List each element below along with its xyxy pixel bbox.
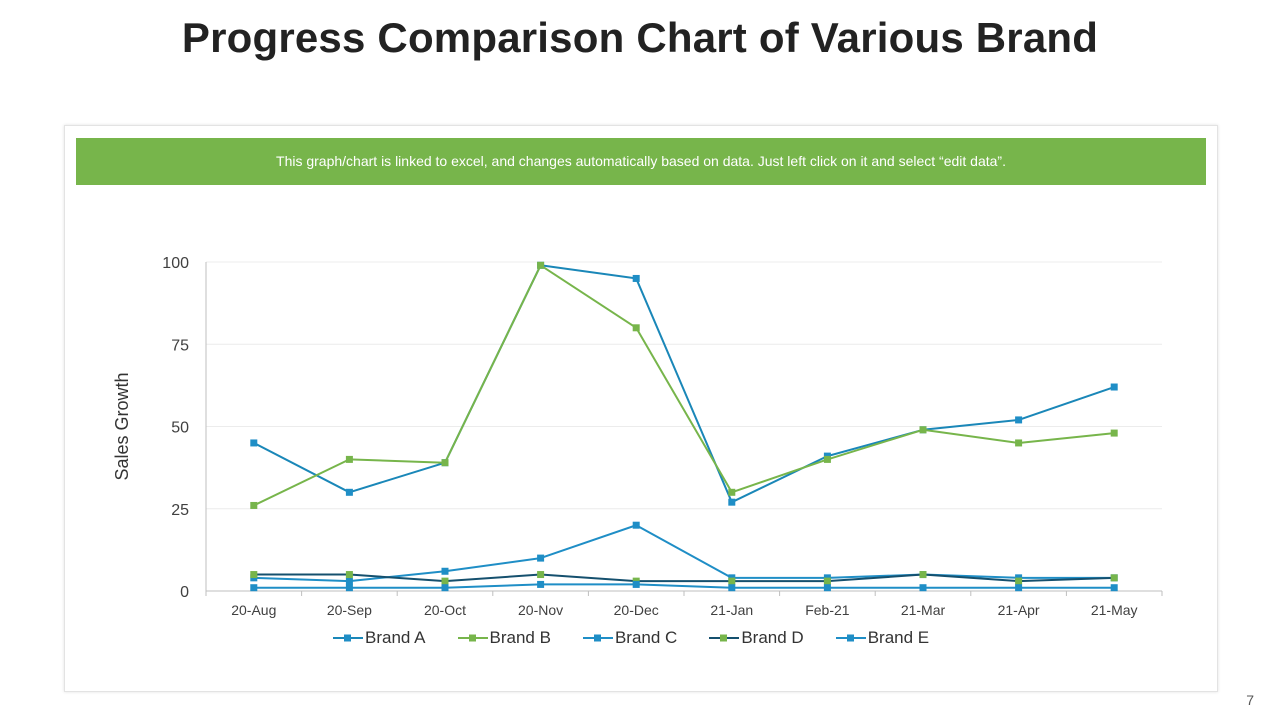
data-point-brand-e	[728, 584, 736, 592]
legend-item-brand-b[interactable]: Brand B	[457, 628, 551, 648]
data-point-brand-d	[250, 571, 258, 579]
series-line-brand-a	[253, 264, 1115, 504]
data-point-brand-b	[632, 324, 640, 332]
data-point-brand-b	[537, 261, 545, 269]
y-tick-label: 75	[171, 337, 189, 354]
series-line-brand-e	[253, 583, 1115, 589]
data-point-brand-e	[823, 584, 831, 592]
line-chart[interactable]: 0 25 50 75 100 20-Aug 20-Sep 20-Oct 20-Nov 20-Dec…	[65, 126, 1217, 691]
data-point-brand-e	[345, 584, 353, 592]
data-point-brand-c	[632, 521, 640, 529]
legend-swatch-brand-d	[709, 634, 740, 642]
y-tick-label: 50	[171, 420, 189, 437]
data-point-brand-a	[632, 274, 640, 282]
legend-item-brand-e[interactable]: Brand E	[835, 628, 930, 648]
legend-label: Brand E	[867, 628, 930, 647]
x-tick-label: 20-Nov	[518, 602, 563, 618]
data-point-brand-d	[345, 571, 353, 579]
legend-item-brand-c[interactable]: Brand C	[582, 628, 678, 648]
legend-swatch-brand-a	[333, 634, 363, 642]
chart-panel[interactable]: This graph/chart is linked to excel, and…	[64, 125, 1218, 692]
data-point-brand-b	[250, 501, 258, 509]
data-point-brand-b	[919, 426, 927, 434]
legend-swatch-brand-e	[835, 634, 866, 642]
edit-data-banner: This graph/chart is linked to excel, and…	[76, 138, 1206, 185]
data-point-brand-d	[823, 577, 831, 585]
legend-label: Brand D	[741, 628, 804, 647]
data-point-brand-e	[1015, 584, 1023, 592]
data-point-brand-a	[1110, 383, 1118, 391]
data-point-brand-e	[632, 580, 640, 588]
x-tick-label: 21-Apr	[998, 602, 1040, 618]
data-point-brand-c	[537, 554, 545, 562]
chart-legend[interactable]: Brand A Brand B Brand C Brand D Brand E	[333, 626, 953, 650]
x-tick-label: 21-May	[1091, 602, 1138, 618]
data-point-brand-b	[728, 488, 736, 496]
data-point-brand-e	[441, 584, 449, 592]
data-point-brand-a	[250, 439, 258, 447]
data-point-brand-d	[537, 571, 545, 579]
data-point-brand-a	[1015, 416, 1023, 424]
data-point-brand-b	[441, 459, 449, 467]
data-point-brand-b	[823, 455, 831, 463]
legend-item-brand-d[interactable]: Brand D	[709, 628, 804, 648]
data-point-brand-d	[1015, 577, 1023, 585]
data-point-brand-e	[919, 584, 927, 592]
data-point-brand-e	[537, 580, 545, 588]
data-point-brand-e	[250, 584, 258, 592]
legend-label: Brand B	[489, 628, 551, 647]
data-point-brand-c	[441, 567, 449, 575]
legend-label: Brand A	[365, 628, 426, 647]
y-axis-title: Sales Growth	[112, 372, 132, 480]
data-point-brand-b	[1015, 439, 1023, 447]
x-tick-label: 21-Jan	[710, 602, 753, 618]
data-point-brand-b	[345, 455, 353, 463]
x-tick-label: 20-Aug	[231, 602, 276, 618]
data-point-brand-a	[728, 498, 736, 506]
series-line-brand-b	[253, 264, 1115, 507]
data-point-brand-b	[1110, 429, 1118, 437]
x-tick-label: 20-Sep	[327, 602, 372, 618]
y-tick-label: 25	[171, 502, 189, 519]
legend-label: Brand C	[614, 628, 678, 647]
data-point-brand-d	[919, 571, 927, 579]
data-point-brand-a	[345, 488, 353, 496]
x-tick-label: 20-Oct	[424, 602, 466, 618]
legend-swatch-brand-b	[457, 634, 488, 642]
legend-swatch-brand-c	[582, 634, 613, 642]
data-point-brand-d	[441, 577, 449, 585]
y-tick-label: 100	[162, 255, 189, 272]
page-number: 7	[1246, 692, 1254, 708]
page-title: Progress Comparison Chart of Various Bra…	[181, 14, 1099, 61]
legend-item-brand-a[interactable]: Brand A	[333, 628, 426, 648]
series-line-brand-d	[253, 573, 1115, 583]
x-tick-label: Feb-21	[805, 602, 850, 618]
data-point-brand-d	[1110, 574, 1118, 582]
x-tick-label: 21-Mar	[901, 602, 946, 618]
data-point-brand-c	[345, 577, 353, 585]
y-tick-label: 0	[180, 584, 189, 601]
data-point-brand-d	[728, 577, 736, 585]
x-tick-label: 20-Dec	[614, 602, 659, 618]
series-line-brand-c	[253, 524, 1115, 583]
data-point-brand-e	[1110, 584, 1118, 592]
